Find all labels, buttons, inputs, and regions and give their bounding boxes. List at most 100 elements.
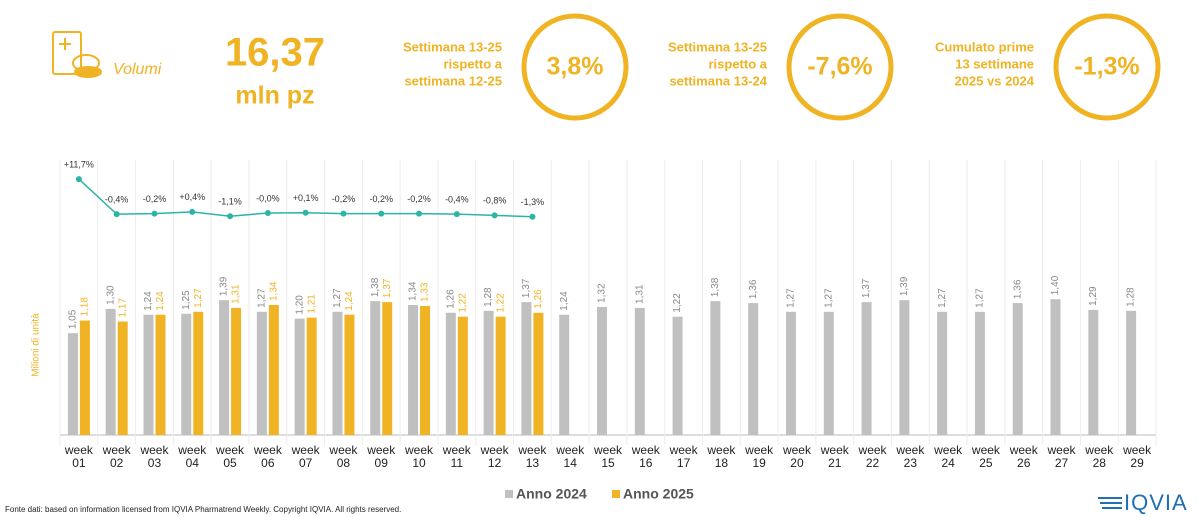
- value-label: 1,34: [408, 281, 419, 301]
- value-label: 1,34: [269, 281, 280, 301]
- value-label: 1,32: [597, 283, 608, 303]
- growth-label: -0,4%: [445, 195, 469, 205]
- value-label: 1,24: [155, 291, 166, 311]
- x-tick-label: week 21: [820, 443, 849, 470]
- growth-point: [302, 209, 309, 216]
- bar: [1088, 309, 1099, 435]
- bar: [408, 305, 419, 435]
- kpi-label: 13 settimane: [955, 56, 1034, 71]
- kpi-label: settimana 13-24: [669, 73, 767, 88]
- legend-swatch: [612, 490, 620, 498]
- bar: [495, 316, 506, 435]
- kpi-label: Cumulato prime: [935, 39, 1034, 54]
- x-tick-label: week 27: [1047, 443, 1076, 470]
- growth-point: [378, 210, 385, 217]
- growth-label: -1,3%: [521, 197, 545, 207]
- x-tick-label: week 20: [782, 443, 811, 470]
- legend-label: Anno 2024: [516, 486, 587, 502]
- value-label: 1,31: [231, 284, 242, 304]
- growth-label: +11,7%: [64, 159, 94, 169]
- x-tick-label: week 22: [858, 443, 887, 470]
- value-label: 1,20: [294, 295, 305, 315]
- bar: [155, 314, 166, 435]
- bar: [861, 302, 872, 435]
- value-label: 1,39: [219, 276, 230, 296]
- bar: [899, 300, 910, 435]
- kpi-label: 2025 vs 2024: [954, 73, 1034, 88]
- x-tick-label: week 29: [1123, 443, 1152, 470]
- x-tick-label: week 23: [896, 443, 925, 470]
- value-label: 1,25: [181, 290, 192, 310]
- growth-label: +0,1%: [293, 193, 319, 203]
- value-label: 1,22: [672, 293, 683, 313]
- value-label: 1,22: [457, 293, 468, 313]
- growth-label: -0,2%: [407, 194, 431, 204]
- kpi-circle: [1053, 13, 1161, 121]
- bar: [344, 314, 355, 435]
- x-tick-label: week 26: [1009, 443, 1038, 470]
- x-tick-label: week 19: [745, 443, 774, 470]
- bar: [219, 300, 230, 435]
- bar: [521, 302, 532, 435]
- growth-label: -0,8%: [483, 196, 507, 206]
- bar: [143, 314, 154, 435]
- kpi-value: -1,3%: [1074, 53, 1139, 81]
- y-axis-label: Milioni di unità: [31, 313, 42, 377]
- x-tick-label: week 11: [442, 443, 471, 470]
- value-label: 1,29: [1088, 286, 1099, 306]
- x-tick-label: week 15: [593, 443, 622, 470]
- growth-point: [340, 210, 347, 217]
- icon: [52, 31, 102, 78]
- bar: [937, 311, 948, 435]
- bar: [748, 303, 759, 435]
- bar: [420, 305, 431, 435]
- bar: [445, 312, 456, 435]
- value-label: 1,37: [382, 278, 393, 298]
- x-tick-label: week 18: [707, 443, 736, 470]
- bar: [672, 316, 683, 435]
- x-tick-label: week 28: [1085, 443, 1114, 470]
- kpi-label: settimana 12-25: [404, 73, 502, 88]
- growth-point: [227, 213, 234, 220]
- kpi-label: rispetto a: [443, 56, 502, 71]
- bar: [306, 317, 317, 435]
- value-label: 1,26: [445, 289, 456, 309]
- x-tick-label: week 05: [216, 443, 245, 470]
- value-label: 1,37: [521, 278, 532, 298]
- bar: [294, 318, 305, 435]
- bar: [1012, 303, 1023, 435]
- bar: [370, 301, 381, 435]
- bar: [597, 306, 607, 435]
- kpi-value: -7,6%: [807, 53, 872, 81]
- bar: [105, 308, 116, 435]
- bar: [1126, 310, 1137, 435]
- bar: [79, 320, 90, 435]
- x-tick-label: week 07: [291, 443, 320, 470]
- growth-point: [453, 211, 460, 218]
- kpi-label: rispetto a: [708, 56, 767, 71]
- value-label: 1,27: [786, 288, 797, 308]
- bar: [457, 316, 468, 435]
- bar: [634, 307, 645, 435]
- value-label: 1,27: [257, 288, 268, 308]
- footer: Fonte dati: based on information license…: [5, 505, 401, 514]
- value-label: 1,40: [1050, 275, 1061, 295]
- bar: [256, 311, 267, 435]
- growth-label: -0,4%: [105, 195, 129, 205]
- x-tick-label: week 17: [669, 443, 698, 470]
- x-tick-label: week 08: [329, 443, 358, 470]
- volume-unit: mln pz: [235, 82, 314, 110]
- growth-point: [491, 212, 498, 219]
- x-tick-label: week 10: [405, 443, 434, 470]
- growth-label: -0,0%: [256, 193, 280, 203]
- value-label: 1,27: [332, 288, 343, 308]
- x-tick-label: week 06: [253, 443, 282, 470]
- bar: [974, 311, 985, 435]
- bar: [559, 314, 570, 435]
- bar: [710, 301, 721, 435]
- growth-point: [189, 208, 196, 215]
- value-label: 1,27: [975, 288, 986, 308]
- value-label: 1,05: [68, 309, 79, 329]
